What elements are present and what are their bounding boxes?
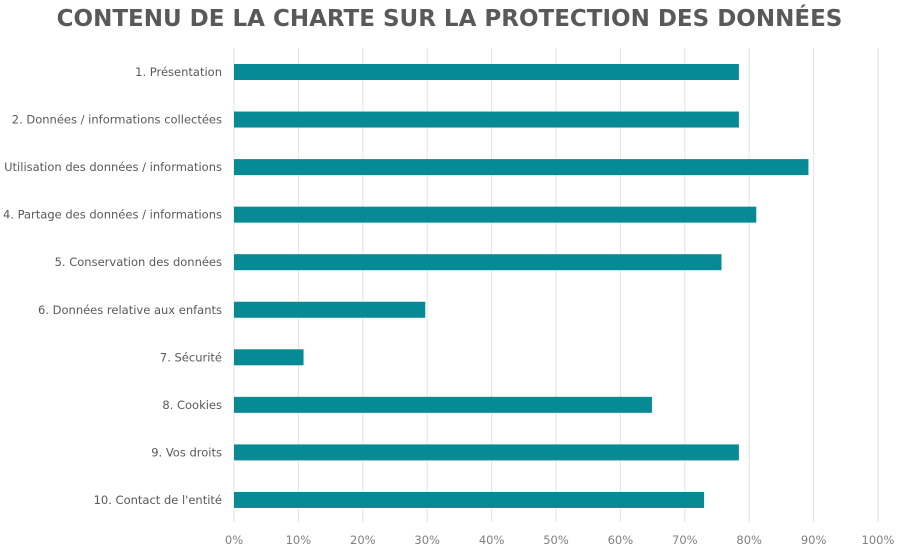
category-label: 8. Cookies: [162, 398, 222, 412]
bar: [234, 206, 757, 223]
bar: [234, 301, 426, 318]
x-tick-label: 10%: [286, 533, 312, 547]
bar: [234, 491, 705, 508]
category-label: 10. Contact de l'entité: [94, 493, 222, 507]
bar: [234, 64, 739, 80]
category-label: 2. Données / informations collectées: [12, 113, 222, 127]
bar: [234, 111, 739, 128]
category-label: 9. Vos droits: [151, 445, 222, 459]
bars: [234, 64, 809, 508]
x-tick-label: 20%: [350, 533, 376, 547]
category-labels: 1. Présentation 2. Données / informations…: [0, 65, 222, 507]
x-tick-label: 0%: [225, 533, 243, 547]
x-tick-label: 60%: [608, 533, 634, 547]
category-label: 5. Conservation des données: [55, 255, 222, 269]
chart-title: CONTENU DE LA CHARTE SUR LA PROTECTION D…: [56, 6, 843, 32]
x-tick-label: 80%: [736, 533, 762, 547]
x-tick-label: 50%: [543, 533, 569, 547]
category-label: 6. Données relative aux enfants: [38, 303, 222, 317]
x-tick-label: 90%: [801, 533, 827, 547]
x-tick-label: 100%: [862, 533, 895, 547]
category-label: 7. Sécurité: [160, 350, 222, 364]
bar: [234, 254, 722, 271]
bar: [234, 444, 739, 461]
bar: [234, 396, 652, 413]
x-axis-tick-labels: 0% 10% 20% 30% 40% 50% 60% 70% 80% 90% 100%: [225, 533, 895, 547]
category-label: 4. Partage des données / informations: [3, 208, 222, 222]
category-label: 3. Utilisation des données / information…: [0, 160, 222, 174]
x-tick-label: 70%: [672, 533, 698, 547]
x-tick-label: 30%: [414, 533, 440, 547]
bar: [234, 159, 809, 176]
x-tick-label: 40%: [479, 533, 505, 547]
bar: [234, 349, 304, 366]
category-label: 1. Présentation: [135, 65, 222, 79]
